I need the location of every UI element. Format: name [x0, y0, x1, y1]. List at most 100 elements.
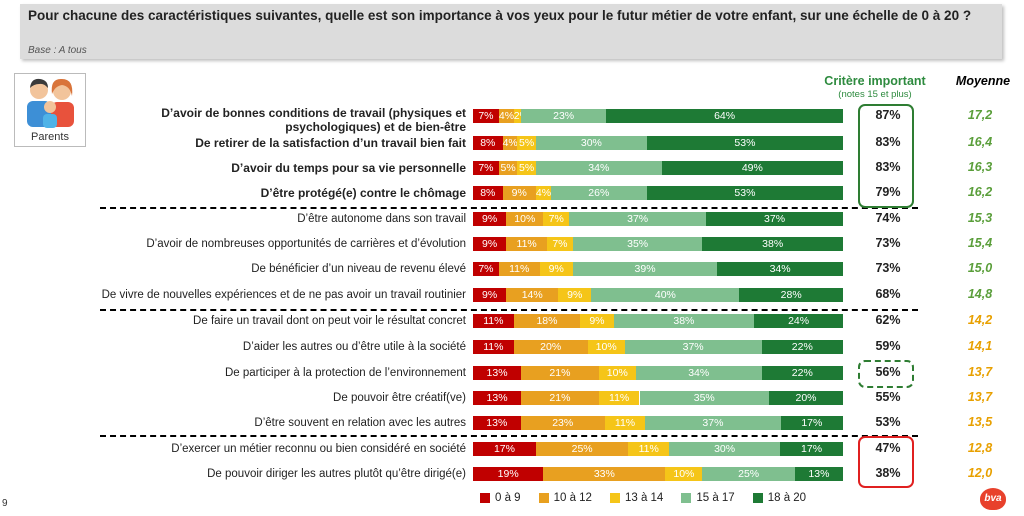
bar-segment: 33%: [543, 467, 666, 481]
bar-segment: 9%: [539, 262, 573, 276]
bar-segment: 7%: [543, 212, 570, 226]
important-value: 83%: [875, 160, 901, 174]
bar-segment: 18%: [513, 314, 581, 328]
bar-segment: 9%: [502, 186, 536, 200]
bar-segment: 4%: [498, 109, 515, 123]
bar-segment: 8%: [473, 186, 503, 200]
average-value: 16,3: [967, 160, 993, 174]
important-value: 74%: [875, 211, 901, 225]
bar-segment: 19%: [473, 467, 544, 481]
bar-segment: 53%: [646, 136, 843, 150]
bar-segment: 20%: [769, 391, 843, 405]
legend-label: 18 à 20: [767, 492, 807, 504]
bar-segment: 34%: [717, 262, 843, 276]
row-label: D’être protégé(e) contre le chômage: [260, 186, 466, 200]
bar-segment: 21%: [521, 366, 599, 380]
row-label: D’exercer un métier reconnu ou bien cons…: [171, 443, 466, 455]
important-value: 47%: [875, 441, 901, 455]
average-value: 15,4: [967, 236, 993, 250]
bar-segment: 24%: [754, 314, 843, 328]
chart-legend: 0 à 9 10 à 12 13 à 14 15 à 17 18 à 20: [480, 492, 806, 504]
average-value: 15,0: [967, 261, 993, 275]
important-value: 83%: [875, 135, 901, 149]
bar-segment: 22%: [761, 366, 843, 380]
bar-segment: 13%: [473, 416, 521, 430]
row-label: D’avoir de nombreuses opportunités de ca…: [146, 238, 466, 250]
bar-segment: 23%: [521, 109, 607, 123]
important-value: 38%: [875, 466, 901, 480]
group-separator: [100, 309, 918, 311]
low-criteria-highlight: [858, 436, 914, 488]
bar-segment: 13%: [473, 366, 522, 380]
important-value: 55%: [875, 390, 901, 404]
bar-segment: 28%: [739, 288, 843, 302]
page-number: 9: [2, 498, 8, 509]
important-value: 53%: [875, 415, 901, 429]
bar-segment: 11%: [473, 314, 514, 328]
bar-segment: 11%: [604, 416, 646, 430]
bar-segment: 10%: [506, 212, 544, 226]
parents-icon: [27, 78, 74, 128]
group-separator: [100, 435, 918, 437]
bar-segment: 11%: [498, 262, 540, 276]
bar-segment: 10%: [665, 467, 703, 481]
bar-segment: 9%: [580, 314, 614, 328]
average-value: 15,3: [967, 211, 993, 225]
legend-label: 13 à 14: [624, 492, 664, 504]
bar-segment: 35%: [572, 237, 703, 251]
bar-segment: 64%: [606, 109, 843, 123]
bar-segment: 39%: [572, 262, 718, 276]
bar-segment: 7%: [473, 262, 499, 276]
bar-segment: 37%: [706, 212, 843, 226]
row-label: D’aider les autres ou d’être utile à la …: [242, 341, 466, 353]
average-value: 17,2: [967, 108, 993, 122]
important-value: 68%: [875, 287, 901, 301]
bar-segment: 11%: [598, 391, 640, 405]
bar-segment: 11%: [628, 442, 670, 456]
legend-item: 15 à 17: [681, 492, 735, 504]
bar-segment: 37%: [624, 340, 762, 354]
legend-label: 10 à 12: [553, 492, 592, 504]
important-value: 73%: [875, 236, 901, 250]
bar-segment: 5%: [517, 161, 536, 175]
legend-swatch: [752, 493, 763, 503]
average-value: 13,7: [967, 365, 993, 379]
legend-item: 13 à 14: [609, 492, 664, 504]
average-value: 12,0: [967, 466, 993, 480]
legend-item: 18 à 20: [752, 492, 807, 504]
legend-item: 0 à 9: [480, 492, 521, 504]
average-header: Moyenne: [955, 74, 1011, 88]
bar-segment: 35%: [639, 391, 769, 405]
average-value: 13,7: [967, 390, 993, 404]
bar-segment: 17%: [780, 442, 843, 456]
bar-segment: 4%: [502, 136, 518, 150]
bar-segment: 53%: [646, 186, 843, 200]
bar-segment: 17%: [473, 442, 536, 456]
legend-swatch: [609, 493, 620, 503]
row-label: D’être souvent en relation avec les autr…: [254, 417, 466, 429]
important-value: 87%: [875, 108, 901, 122]
bar-segment: 9%: [473, 288, 507, 302]
bar-segment: 11%: [473, 340, 514, 354]
average-value: 13,5: [967, 415, 993, 429]
row-label: De pouvoir être créatif(ve): [333, 392, 466, 404]
bar-segment: 22%: [761, 340, 843, 354]
bar-segment: 17%: [780, 416, 843, 430]
bar-segment: 34%: [535, 161, 662, 175]
bar-segment: 13%: [473, 391, 522, 405]
bar-segment: 23%: [520, 416, 605, 430]
bar-segment: 10%: [587, 340, 625, 354]
important-value: 73%: [875, 261, 901, 275]
bar-segment: 38%: [613, 314, 755, 328]
important-header: Critère important: [824, 74, 926, 88]
bar-segment: 7%: [473, 109, 499, 123]
legend-label: 15 à 17: [696, 492, 735, 504]
environment-highlight: [858, 360, 914, 388]
bar-segment: 37%: [569, 212, 707, 226]
important-value: 62%: [875, 313, 901, 327]
legend-label: 0 à 9: [495, 492, 521, 504]
bar-segment: 9%: [558, 288, 592, 302]
bar-segment: 34%: [635, 366, 762, 380]
average-value: 16,4: [967, 135, 993, 149]
base-note: Base : A tous: [28, 45, 87, 56]
